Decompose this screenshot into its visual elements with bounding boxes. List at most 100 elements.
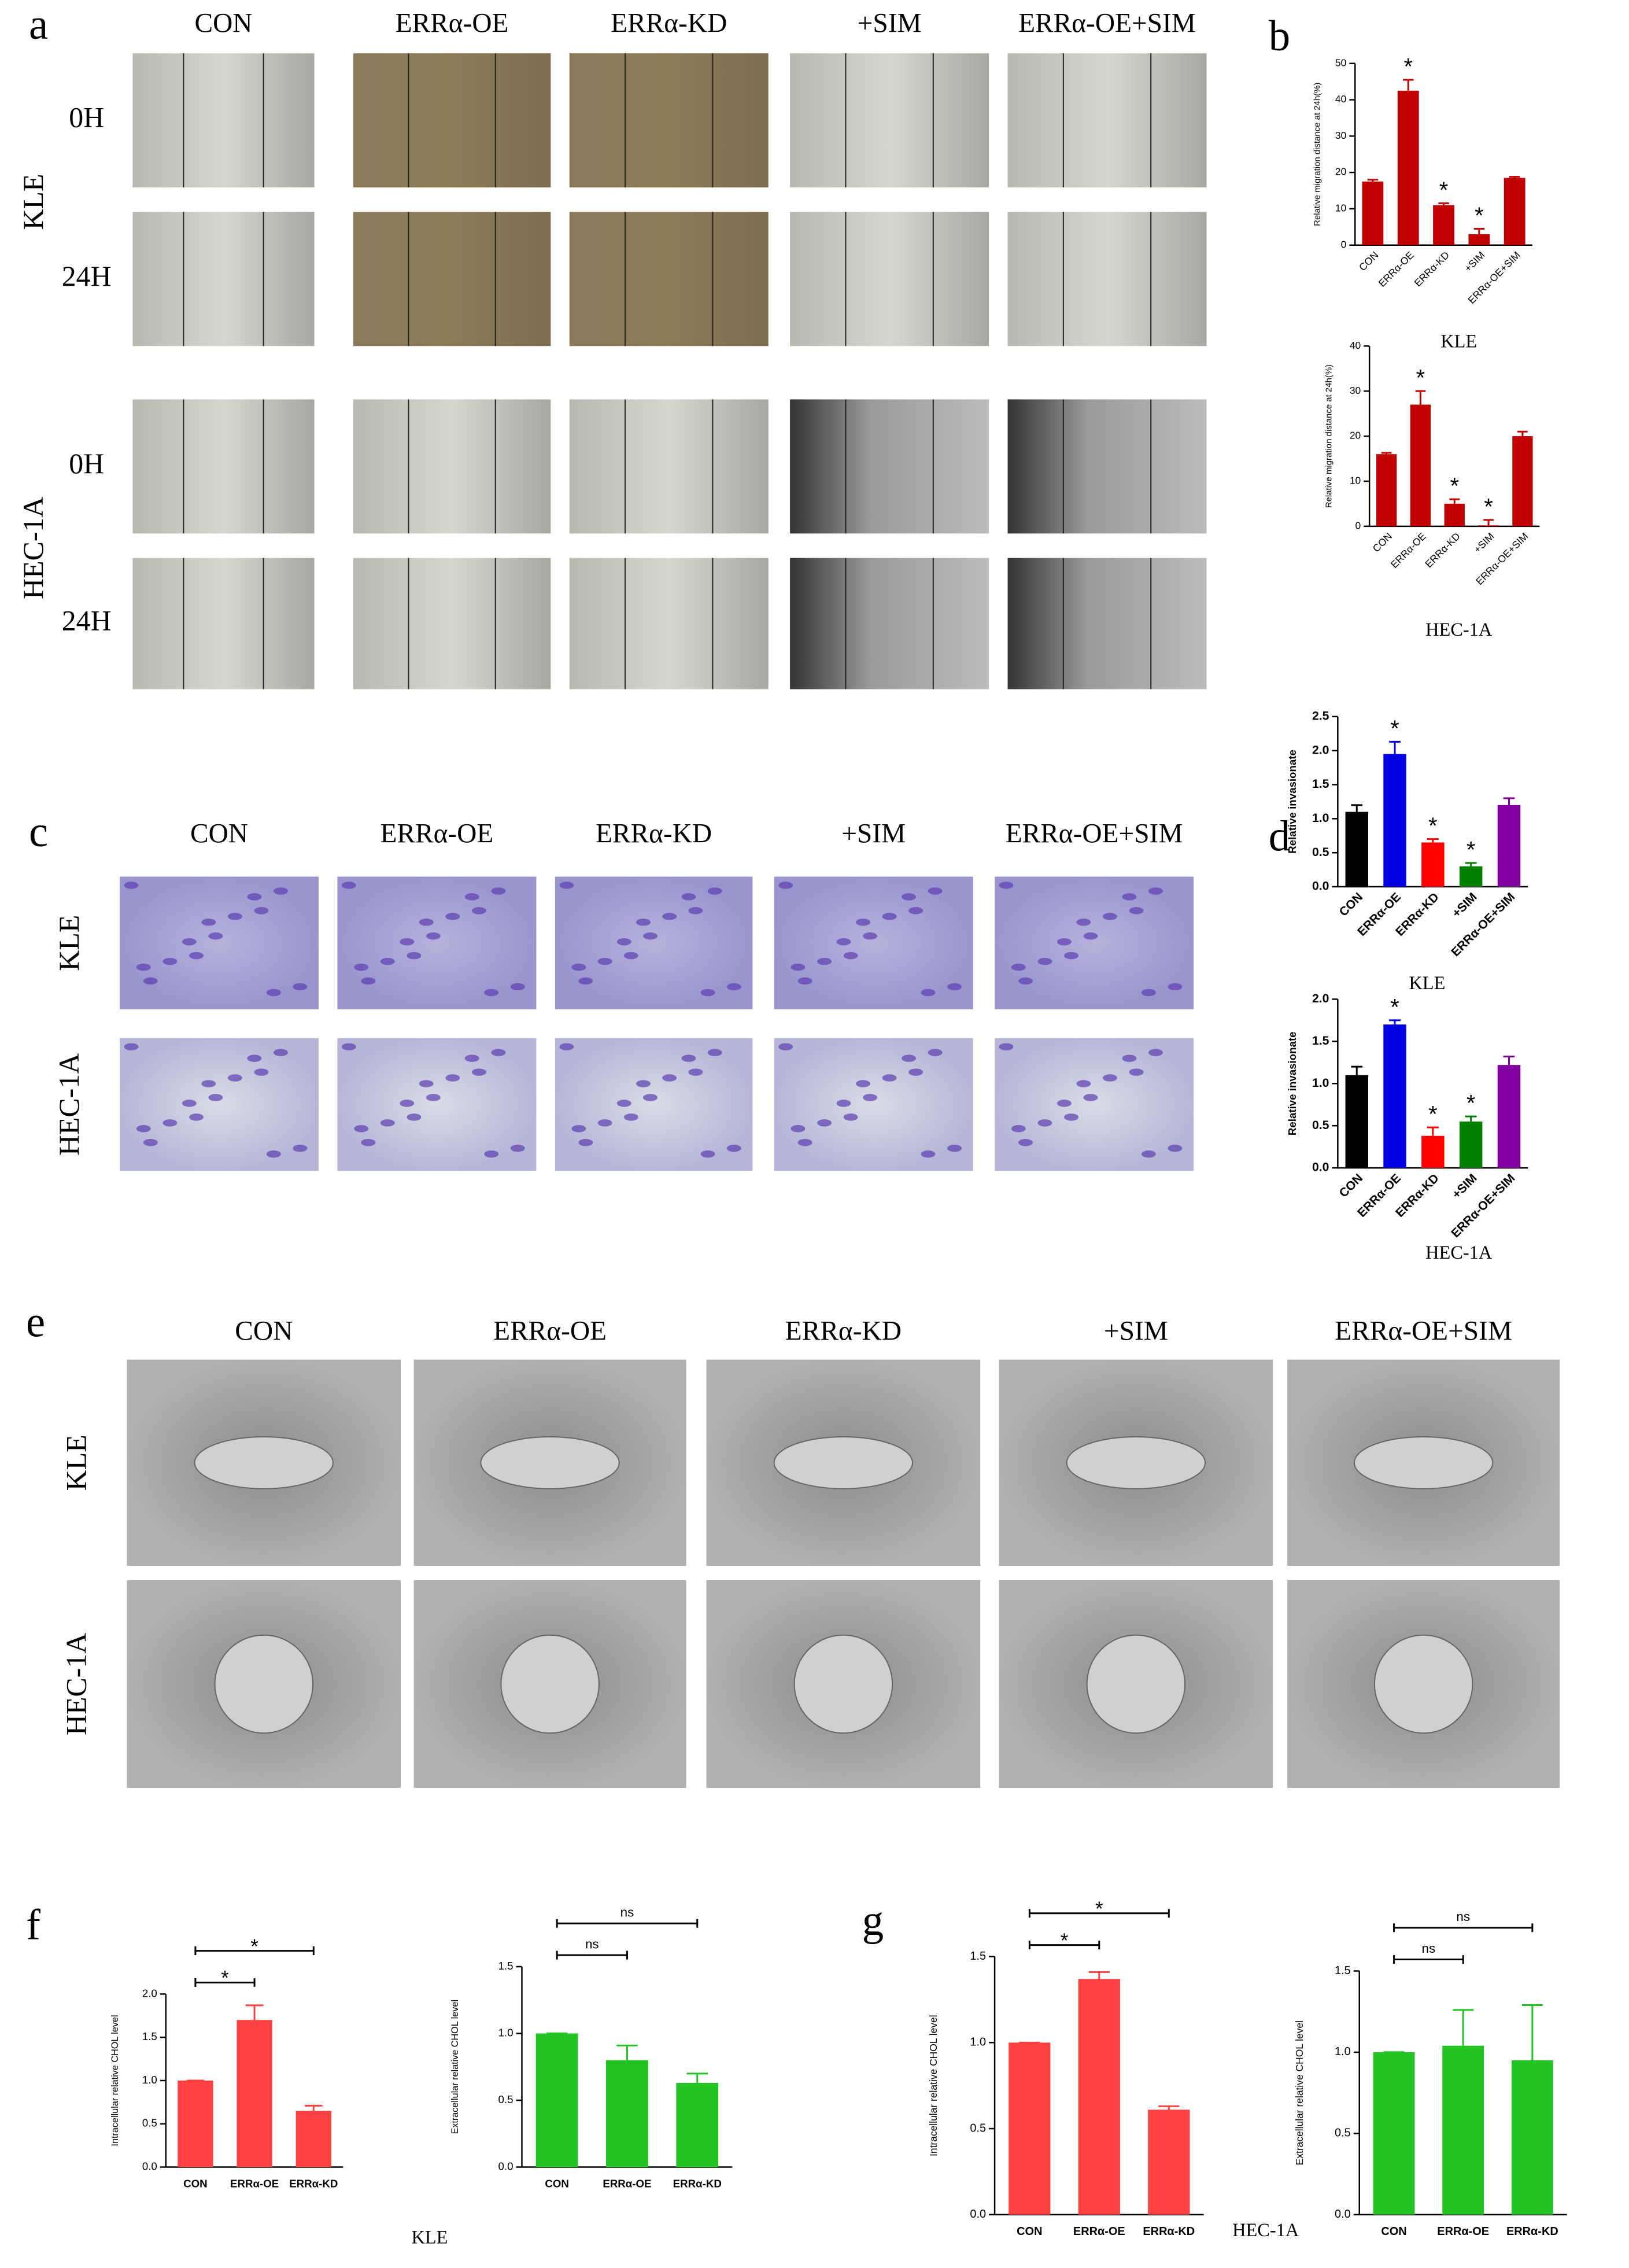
stained-cell — [510, 983, 525, 991]
bar — [1497, 1065, 1521, 1168]
stained-cell — [855, 919, 870, 926]
error-bar — [1503, 797, 1515, 805]
chart-caption: HEC-1A — [1425, 619, 1493, 640]
micrograph — [120, 876, 319, 1009]
y-tick-label: 0.0 — [1335, 2208, 1351, 2221]
micrograph — [790, 53, 989, 188]
stained-cell — [778, 882, 793, 889]
error-bar — [1158, 2105, 1180, 2110]
stained-cell — [1057, 938, 1072, 946]
stained-cell — [855, 1080, 870, 1087]
x-tick-label: +SIM — [1450, 1171, 1480, 1201]
x-tick-label: ERRα-OE — [603, 2177, 651, 2189]
stained-cell — [616, 938, 631, 946]
stained-cell — [623, 1113, 638, 1121]
micrograph — [1007, 558, 1207, 689]
stained-cell — [464, 893, 479, 901]
bar — [1459, 866, 1483, 887]
comparison-label: ns — [620, 1905, 634, 1920]
micrograph — [774, 1038, 973, 1171]
x-tick-label: ERRα-KD — [673, 2177, 722, 2189]
sem-cell — [480, 1436, 620, 1489]
stained-cell — [354, 963, 369, 971]
column-header: ERRα-OE+SIM — [1006, 819, 1183, 849]
bar — [1383, 1024, 1406, 1168]
x-tick-label: CON — [1337, 1171, 1366, 1200]
comparison-label: ns — [585, 1937, 599, 1952]
bar — [1373, 2052, 1415, 2215]
stained-cell — [681, 893, 696, 901]
stained-cell — [999, 882, 1014, 889]
stained-cell — [882, 1074, 897, 1082]
y-tick-label: 1.0 — [1312, 812, 1329, 825]
stained-cell — [836, 938, 851, 946]
y-tick-label: 40 — [1335, 93, 1347, 105]
sem-cell — [1354, 1436, 1494, 1489]
stained-cell — [791, 963, 806, 971]
error-bar — [1521, 2004, 1543, 2060]
x-tick-label: ERRα-OE — [1388, 530, 1428, 570]
row-label: 24H — [62, 605, 112, 637]
y-axis-label: Extracellular relative CHOL level — [450, 2000, 460, 2134]
stained-cell — [1037, 957, 1052, 965]
stained-cell — [726, 1144, 741, 1152]
column-header: ERRα-OE — [381, 819, 494, 849]
stained-cell — [843, 952, 858, 960]
row-label: 0H — [69, 102, 104, 134]
bar — [1421, 842, 1445, 887]
x-tick-label: ERRα-KD — [1143, 2225, 1195, 2238]
micrograph — [569, 212, 769, 346]
stained-cell — [273, 1049, 288, 1056]
micrograph — [790, 399, 989, 534]
bar — [606, 2060, 648, 2167]
y-tick-label: 1.5 — [498, 1960, 514, 1972]
stained-cell — [247, 1054, 262, 1062]
y-tick-label: 0 — [1355, 519, 1361, 531]
stained-cell — [426, 1094, 441, 1101]
y-tick-label: 0.0 — [1312, 880, 1329, 893]
figure-caption: KLE — [411, 2228, 448, 2248]
sem-cell — [793, 1634, 893, 1734]
micrograph — [353, 399, 551, 534]
stained-cell — [1102, 913, 1117, 920]
stained-cell — [643, 1094, 657, 1101]
error-bar — [1381, 452, 1392, 455]
stained-cell — [908, 907, 924, 914]
stained-cell — [636, 919, 651, 926]
y-tick-label: 2.0 — [1312, 992, 1329, 1005]
stained-cell — [778, 1043, 793, 1050]
bar — [1345, 1075, 1368, 1168]
group-label: HEC-1A — [17, 497, 49, 599]
stained-cell — [361, 1138, 376, 1146]
stained-cell — [817, 957, 832, 965]
significance-star: * — [1390, 716, 1399, 742]
error-bar — [616, 2044, 638, 2060]
stained-cell — [947, 983, 962, 991]
column-header: +SIM — [1104, 1316, 1168, 1347]
stained-cell — [136, 1125, 151, 1133]
significance-star: * — [1390, 994, 1399, 1020]
panel-letter: b — [1269, 12, 1290, 60]
stained-cell — [1011, 1125, 1026, 1133]
y-tick-label: 0.5 — [142, 2117, 157, 2129]
stained-cell — [797, 977, 812, 985]
stained-cell — [1018, 1138, 1033, 1146]
significance-star: * — [1467, 837, 1476, 862]
stained-cell — [426, 932, 441, 940]
bar — [1442, 2045, 1484, 2215]
stained-cell — [707, 887, 722, 895]
stained-cell — [400, 1100, 415, 1107]
comparison-label: * — [221, 1967, 229, 1990]
stained-cell — [1064, 1113, 1079, 1121]
row-label: HEC-1A — [53, 1053, 85, 1156]
stained-cell — [182, 938, 197, 946]
stained-cell — [688, 1068, 703, 1076]
stained-cell — [208, 932, 223, 940]
stained-cell — [921, 1150, 936, 1158]
stained-cell — [908, 1068, 924, 1076]
micrograph — [569, 53, 769, 188]
bar — [178, 2080, 213, 2167]
column-header: ERRα-OE — [396, 9, 509, 39]
